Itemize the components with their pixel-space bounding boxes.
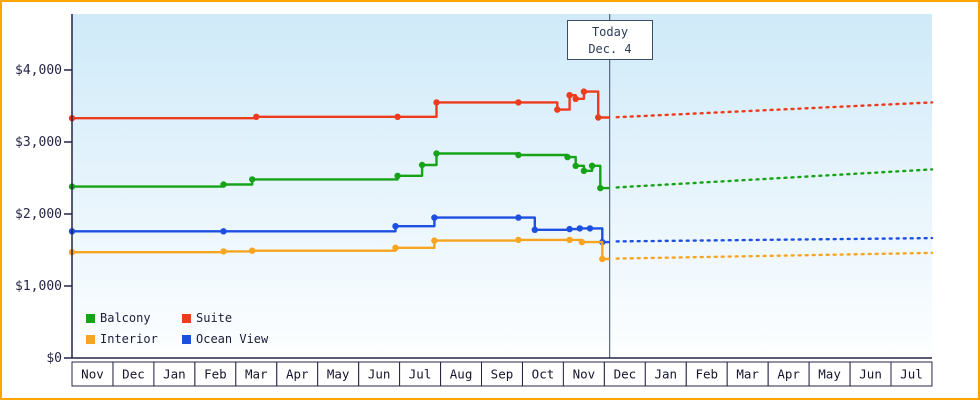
y-axis-label: $0 [46,351,62,366]
data-point-balcony [394,172,401,179]
legend: Balcony Suite Interior Ocean View [86,311,268,346]
month-cell [644,361,687,387]
legend-label: Interior [100,332,158,346]
y-axis-label: $3,000 [15,135,62,150]
today-label-text: Today [591,25,629,39]
data-point-interior [599,255,606,263]
data-point-ocean-view [515,214,522,221]
month-label: Jan [654,367,677,382]
month-label: Aug [450,367,473,382]
legend-label: Ocean View [196,332,269,346]
month-label: Mar [245,367,268,382]
month-label: Sep [491,367,514,382]
data-point-interior [578,238,586,246]
data-point-balcony [418,161,426,169]
month-cell [317,361,360,387]
suite-swatch-icon [182,313,191,323]
data-point-ocean-view [220,228,227,235]
month-label: May [327,367,350,382]
data-point-suite [253,113,260,121]
month-label: Dec [122,367,145,382]
data-point-suite [566,92,573,99]
data-point-balcony [580,167,588,174]
month-label: Oct [532,367,555,382]
month-cell [522,361,564,387]
data-point-suite [554,106,561,113]
legend-item-balcony: Balcony [86,311,182,325]
month-cell [112,361,155,387]
data-point-interior [249,247,256,254]
month-label: Jul [409,367,432,382]
month-cell [685,361,728,387]
data-point-balcony [597,184,604,192]
month-cell [767,361,810,387]
y-axis-label: $4,000 [15,63,62,78]
data-point-ocean-view [566,225,573,233]
data-point-balcony [572,162,579,169]
data-point-ocean-view [392,223,399,230]
y-axis-label: $1,000 [15,279,62,294]
data-point-ocean-view [586,225,594,232]
data-point-balcony [249,176,256,183]
month-label: Nov [573,367,596,382]
month-label: Jun [368,367,391,382]
data-point-suite [580,88,588,95]
legend-item-ocean-view: Ocean View [182,332,268,346]
data-point-interior [566,236,573,244]
month-cell [358,361,401,387]
legend-label: Balcony [100,311,151,325]
data-point-ocean-view [531,226,538,233]
month-label: May [818,367,841,382]
month-cell [726,361,769,387]
month-cell [890,361,933,387]
month-cell [849,361,892,387]
month-label: Feb [204,367,227,382]
data-point-interior [431,237,438,244]
data-point-balcony [564,153,571,161]
month-cell [71,361,114,387]
month-cell [440,361,483,387]
today-marker-label: Today Dec. 4 [567,20,653,60]
data-point-suite [433,99,440,106]
data-point-balcony [588,162,596,169]
data-point-suite [572,95,579,103]
month-cell [194,361,237,387]
data-point-balcony [220,181,227,188]
month-label: Apr [777,367,800,382]
month-label: Jun [859,367,882,382]
legend-item-interior: Interior [86,332,182,346]
data-point-interior [515,236,522,244]
legend-label: Suite [196,311,233,325]
today-date-text: Dec. 4 [588,42,632,56]
data-point-balcony [515,151,522,159]
month-label: Dec [614,367,637,382]
month-label: Mar [736,367,759,382]
month-cell [276,361,319,387]
interior-swatch-icon [86,334,95,344]
data-point-balcony [433,150,440,157]
data-point-suite [394,113,401,121]
data-point-ocean-view [576,225,583,232]
month-cell [808,361,851,387]
balcony-swatch-icon [86,313,95,323]
month-label: Apr [286,367,309,382]
month-label: Jul [900,367,923,382]
data-point-suite [595,114,602,121]
month-label: Feb [695,367,718,382]
data-point-interior [392,244,399,251]
ocean-view-swatch-icon [182,334,191,344]
data-point-ocean-view [431,214,438,221]
data-point-suite [515,99,522,106]
month-label: Nov [81,367,104,382]
y-axis-label: $2,000 [15,207,62,222]
month-cell [562,361,605,387]
month-label: Jan [163,367,186,382]
legend-item-suite: Suite [182,311,268,325]
month-cell [481,361,523,387]
data-point-interior [220,248,227,255]
month-cell [153,361,196,387]
